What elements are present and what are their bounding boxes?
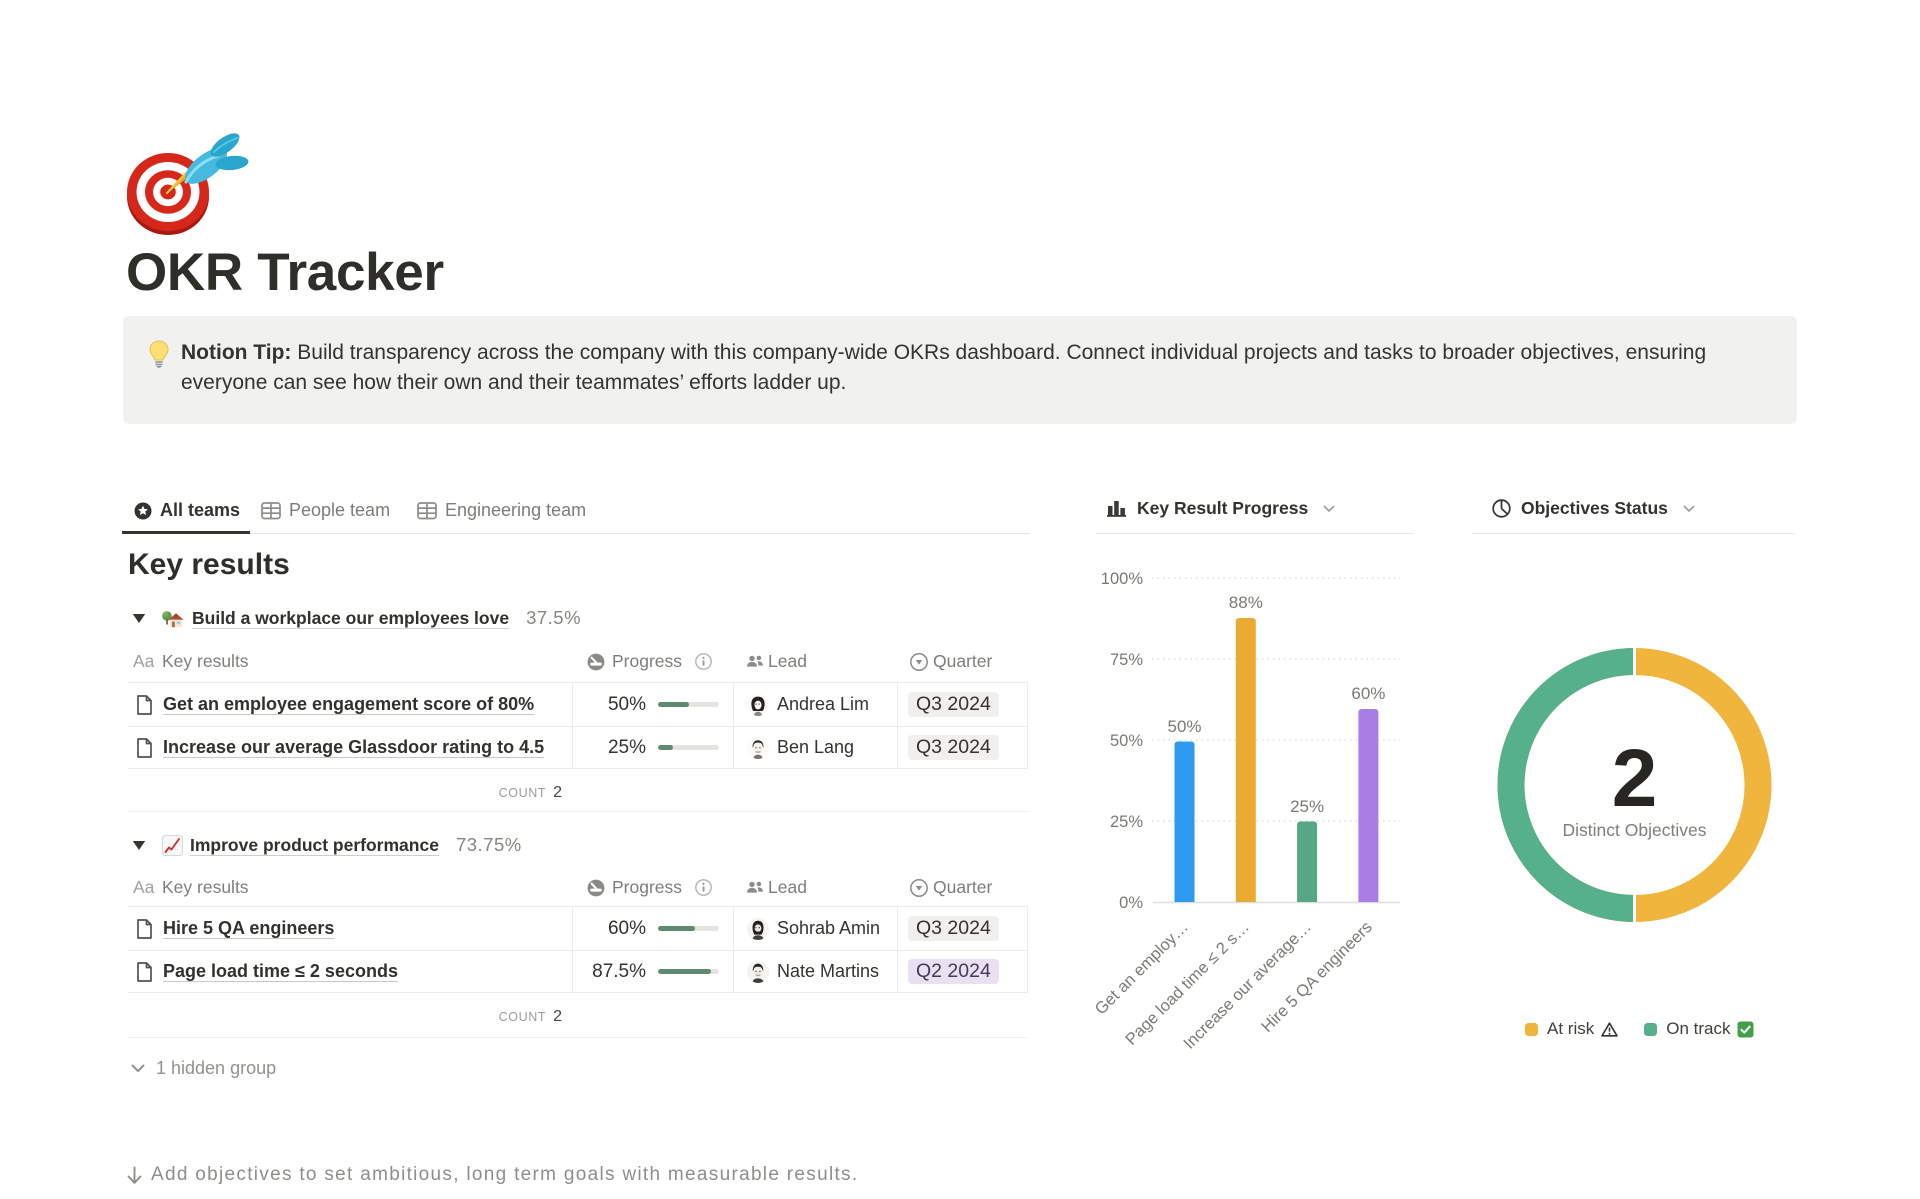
svg-text:Distinct Objectives: Distinct Objectives xyxy=(1563,820,1707,840)
svg-text:100%: 100% xyxy=(1101,570,1144,588)
svg-text:50%: 50% xyxy=(1110,732,1143,750)
svg-text:75%: 75% xyxy=(1110,651,1143,669)
svg-text:50%: 50% xyxy=(1167,717,1201,736)
svg-text:88%: 88% xyxy=(1229,593,1263,612)
svg-text:Hire 5 QA engineers: Hire 5 QA engineers xyxy=(1258,918,1376,1036)
svg-text:25%: 25% xyxy=(1290,797,1324,816)
svg-text:2: 2 xyxy=(1612,733,1658,824)
svg-text:0%: 0% xyxy=(1119,894,1143,912)
svg-text:60%: 60% xyxy=(1351,684,1385,703)
svg-text:Page load time ≤ 2 s…: Page load time ≤ 2 s… xyxy=(1122,918,1253,1049)
svg-text:25%: 25% xyxy=(1110,813,1143,831)
